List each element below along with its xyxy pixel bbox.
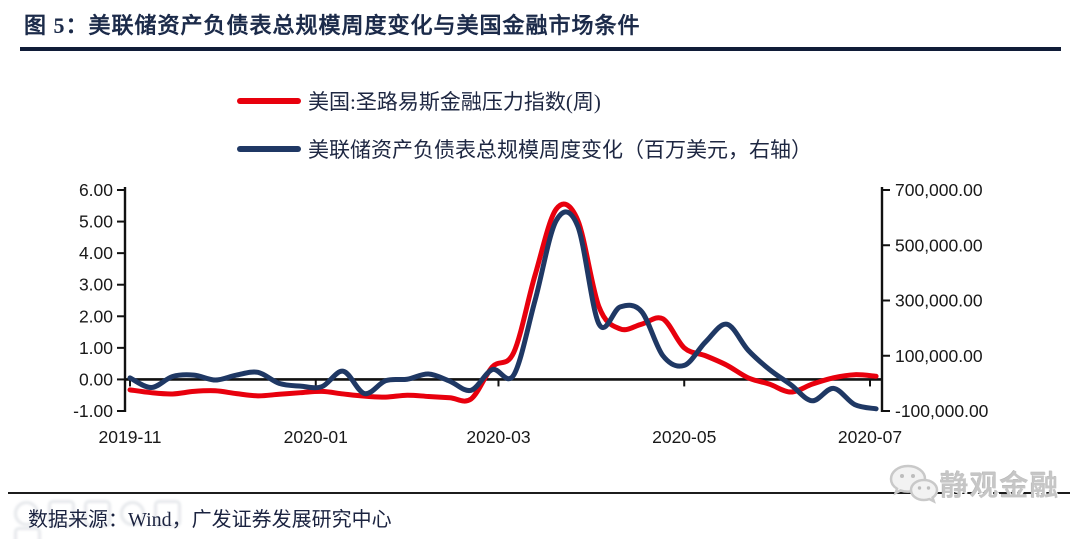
svg-text:-100,000.00: -100,000.00 <box>895 401 989 421</box>
svg-text:100,000.00: 100,000.00 <box>895 346 983 366</box>
svg-text:700,000.00: 700,000.00 <box>895 180 983 200</box>
svg-text:2020-07: 2020-07 <box>838 427 902 447</box>
watermark-right-text: 静观金融 <box>940 471 1061 502</box>
title-divider <box>20 47 1061 51</box>
svg-text:4.00: 4.00 <box>79 243 113 263</box>
svg-text:-1.00: -1.00 <box>73 401 113 421</box>
svg-text:2020-01: 2020-01 <box>284 427 348 447</box>
footer-divider <box>8 492 1070 494</box>
legend-swatch-navy-line <box>237 146 301 152</box>
svg-text:2020-03: 2020-03 <box>466 427 530 447</box>
legend-label-fed-bs: 美联储资产负债表总规模周度变化（百万美元，右轴） <box>308 138 812 162</box>
svg-text:2.00: 2.00 <box>79 306 113 326</box>
line-chart-plot: 6.00 5.00 4.00 3.00 2.00 1.00 0.00 -1.00 700,000… <box>73 180 989 447</box>
legend-item-fsi: 美国:圣路易斯金融压力指数(周) <box>237 88 812 114</box>
svg-text:500,000.00: 500,000.00 <box>895 235 983 255</box>
legend-item-fed-bs: 美联储资产负债表总规模周度变化（百万美元，右轴） <box>237 136 812 162</box>
svg-text:5.00: 5.00 <box>79 212 113 232</box>
svg-text:6.00: 6.00 <box>79 180 113 200</box>
svg-text:1.00: 1.00 <box>79 338 113 358</box>
svg-text:2020-05: 2020-05 <box>652 427 716 447</box>
svg-text:0.00: 0.00 <box>79 369 113 389</box>
data-source-text: 数据来源：Wind，广发证券发展研究中心 <box>28 509 392 531</box>
svg-text:2019-11: 2019-11 <box>99 427 162 447</box>
watermark-wechat: 静观金融 <box>888 460 1074 508</box>
watermark-left-stamp <box>14 500 219 539</box>
figure-title: 图 5：美联储资产负债表总规模周度变化与美国金融市场条件 <box>24 13 641 38</box>
svg-text:300,000.00: 300,000.00 <box>895 291 983 311</box>
svg-text:3.00: 3.00 <box>79 275 113 295</box>
wechat-icon <box>889 464 939 504</box>
legend-label-fsi: 美国:圣路易斯金融压力指数(周) <box>308 90 601 114</box>
legend-swatch-red-line <box>237 98 301 104</box>
chart-legend: 美国:圣路易斯金融压力指数(周) 美联储资产负债表总规模周度变化（百万美元，右轴… <box>237 88 812 184</box>
